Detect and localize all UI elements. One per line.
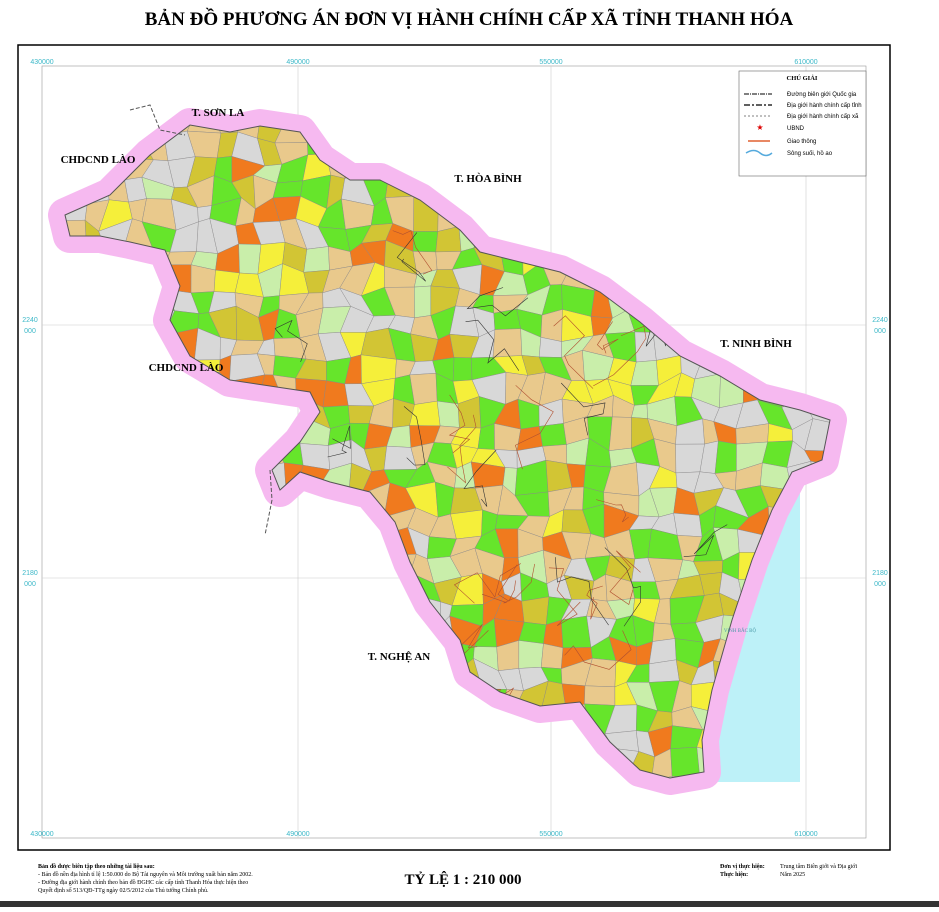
region-label: T. SƠN LA [192,107,245,119]
grid-label: 000 [874,328,886,335]
road [596,321,619,354]
scale: TỶ LỆ 1 : 210 000 [404,871,521,888]
grid-label: 550000 [539,59,562,66]
grid-label: 2180 [872,570,888,577]
road [465,319,520,371]
commune [238,243,262,275]
legend-item: UBND [787,126,805,132]
commune [409,373,438,405]
road [515,385,554,470]
legend: CHÚ GIẢI ★ Đường biên giới Quốc gia Địa … [738,70,867,177]
road [497,564,518,602]
road [596,499,629,523]
road [274,319,308,362]
commune [631,581,661,600]
credit-value: Trung tâm Biên giới và Địa giới [780,864,857,870]
grid-label: 550000 [539,831,562,838]
grid-label: 490000 [286,831,309,838]
credit-label: Thực hiện: [720,872,748,878]
commune [648,659,680,683]
legend-symbol: ★ [756,123,763,132]
map-title: BẢN ĐỒ PHƯƠNG ÁN ĐƠN VỊ HÀNH CHÍNH CẤP X… [145,8,794,30]
region-label: CHDCND LÀO [61,154,136,166]
credit-value: Năm 2025 [780,872,805,878]
border-line [264,469,273,536]
commune [540,643,564,669]
grid-label: 610000 [794,59,817,66]
credit-label: Đơn vị thực hiện: [720,864,765,870]
road [609,550,641,605]
region-label: T. NGHỆ AN [368,650,431,663]
road [586,585,603,620]
road [396,232,426,282]
road [481,563,535,604]
commune [648,638,677,665]
region-label: T. HÒA BÌNH [454,173,522,185]
commune [608,416,632,451]
region-label: CHDCND LÀO [149,362,224,374]
notes-line: Quyết định số 513/QĐ-TTg ngày 02/5/2012 … [38,887,209,894]
legend-title: CHÚ GIẢI [787,74,818,82]
road [554,557,609,626]
grid-label: 2240 [22,317,38,324]
commune [675,443,705,474]
commune [714,440,737,474]
notes-line: - Đường địa giới hành chính theo bản đồ … [38,879,248,886]
road [548,567,581,626]
road [453,563,521,604]
commune [670,746,701,778]
grid-label: 490000 [286,59,309,66]
road [553,315,594,389]
notes-heading: Bản đồ được biên tập theo những tài liệu… [38,863,155,870]
road [463,449,497,507]
commune [303,246,330,273]
region-label: T. NINH BÌNH [720,338,792,350]
border-line [129,104,186,136]
commune [521,596,550,626]
grid-label: 2180 [22,570,38,577]
road [683,524,728,558]
road [466,287,529,317]
commune [452,357,473,382]
road [604,547,641,627]
grid-label: 000 [874,581,886,588]
grid-label: 610000 [794,831,817,838]
legend-item: Giao thông [787,139,816,145]
grid-label: 430000 [30,831,53,838]
grid-label: 000 [24,581,36,588]
commune [322,380,349,408]
road [327,425,351,458]
notes-line: - Bản đồ nền địa hình tỉ lệ 1:50.000 do … [38,871,253,878]
grid-label: 000 [24,328,36,335]
commune [584,685,616,706]
grid-label: 430000 [30,59,53,66]
road [461,624,489,655]
outer-frame [17,44,891,851]
commune [450,509,483,540]
legend-box [738,70,867,177]
commune [518,640,544,669]
commune [414,285,432,319]
commune [673,512,703,537]
road [447,414,477,484]
road [593,325,647,387]
bottom-bar [0,901,939,907]
commune [538,423,567,447]
legend-item: Địa giới hành chính cấp xã [787,114,859,120]
legend-item: Địa giới hành chính cấp tỉnh [787,102,862,109]
sea-label: VỊNH BẮC BỘ [724,627,757,634]
road [403,406,426,466]
road [448,394,471,454]
road [392,230,433,275]
road [564,630,632,670]
legend-item: Sông suối, hồ ao [787,151,833,157]
commune [272,180,304,199]
legend-item: Đường biên giới Quốc gia [787,92,857,98]
province-boundary [64,124,831,779]
grid-label: 2240 [872,317,888,324]
legend-symbol [745,149,773,157]
road [560,382,606,436]
